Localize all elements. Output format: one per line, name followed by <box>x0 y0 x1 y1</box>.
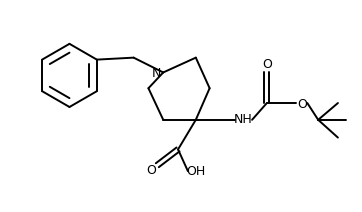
Text: O: O <box>147 164 156 177</box>
Text: NH: NH <box>234 113 253 126</box>
Text: O: O <box>298 98 307 110</box>
Text: N: N <box>152 67 161 80</box>
Text: O: O <box>262 58 272 71</box>
Text: OH: OH <box>186 165 205 178</box>
